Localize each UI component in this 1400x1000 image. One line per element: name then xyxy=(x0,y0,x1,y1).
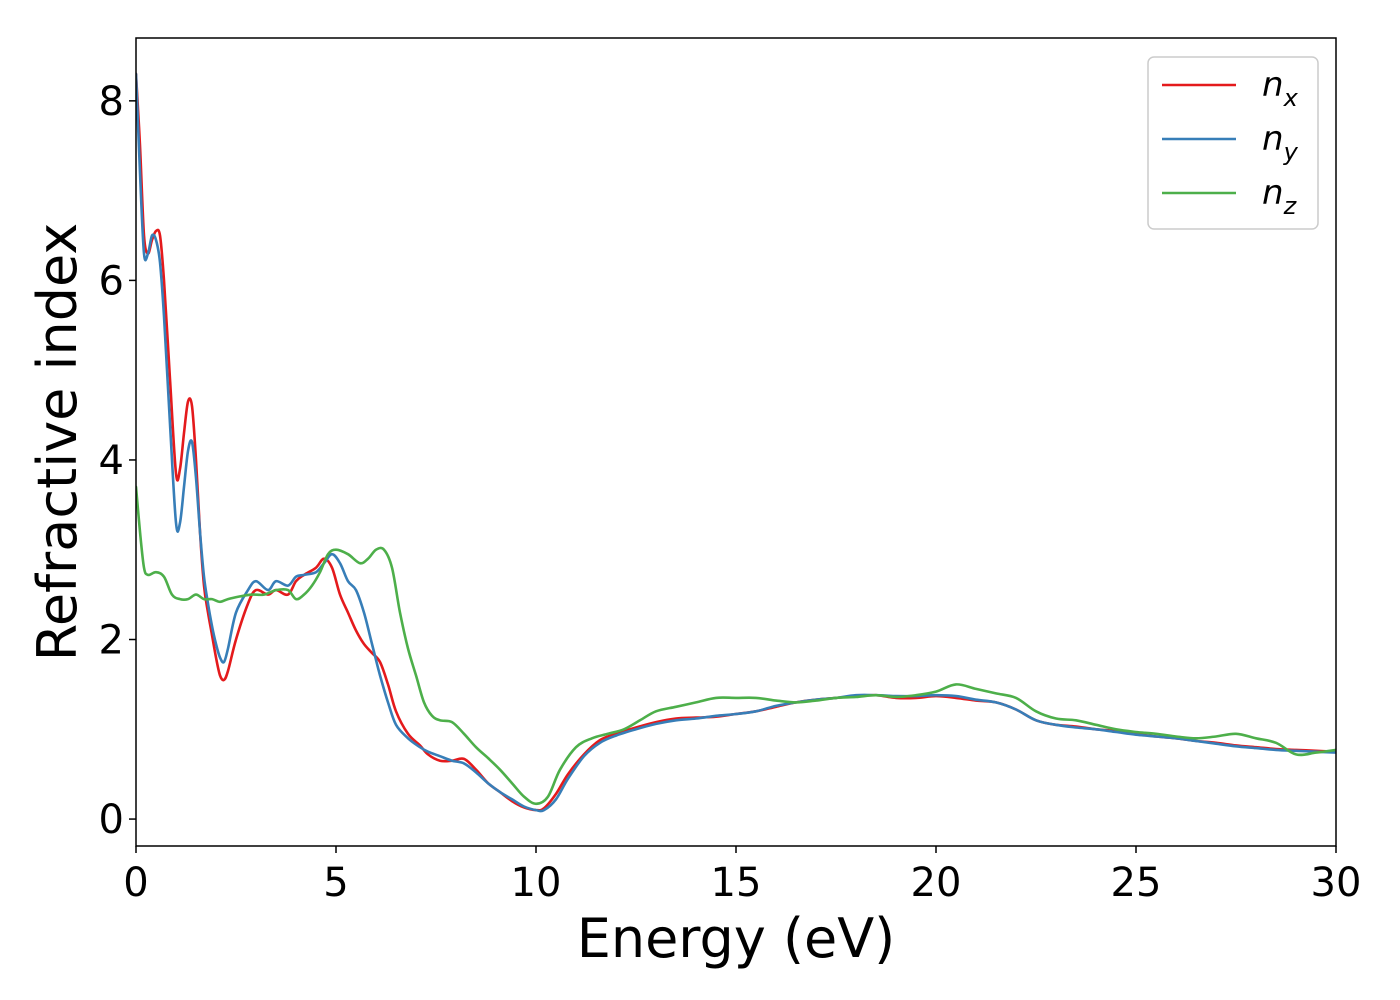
x-axis: 0 5 10 15 20 25 30 xyxy=(123,846,1361,906)
x-axis-label: Energy (eV) xyxy=(577,907,896,970)
y-axis-label: Refractive index xyxy=(26,223,89,662)
x-tick-label: 30 xyxy=(1311,860,1362,906)
y-tick-label: 0 xyxy=(99,797,124,843)
y-tick-label: 4 xyxy=(99,438,124,484)
x-tick-label: 15 xyxy=(711,860,762,906)
series-line-ny xyxy=(136,72,1336,813)
y-tick-label: 6 xyxy=(99,258,124,304)
x-tick-label: 10 xyxy=(511,860,562,906)
legend-subscript: x xyxy=(1283,84,1299,112)
legend-subscript: z xyxy=(1283,192,1298,220)
x-tick-label: 5 xyxy=(323,860,348,906)
x-tick-label: 20 xyxy=(911,860,962,906)
series-line-nz xyxy=(136,485,1336,806)
legend-label-nx: nx xyxy=(1262,65,1299,112)
legend-box xyxy=(1147,56,1319,230)
legend-subscript: y xyxy=(1283,138,1299,166)
y-tick-label: 8 xyxy=(99,79,124,125)
series-layer xyxy=(136,72,1336,813)
y-axis: 0 2 4 6 8 xyxy=(99,79,136,843)
x-tick-label: 25 xyxy=(1111,860,1162,906)
x-tick-label: 0 xyxy=(123,860,148,906)
y-tick-label: 2 xyxy=(99,618,124,664)
legend-label-ny: ny xyxy=(1262,119,1299,166)
